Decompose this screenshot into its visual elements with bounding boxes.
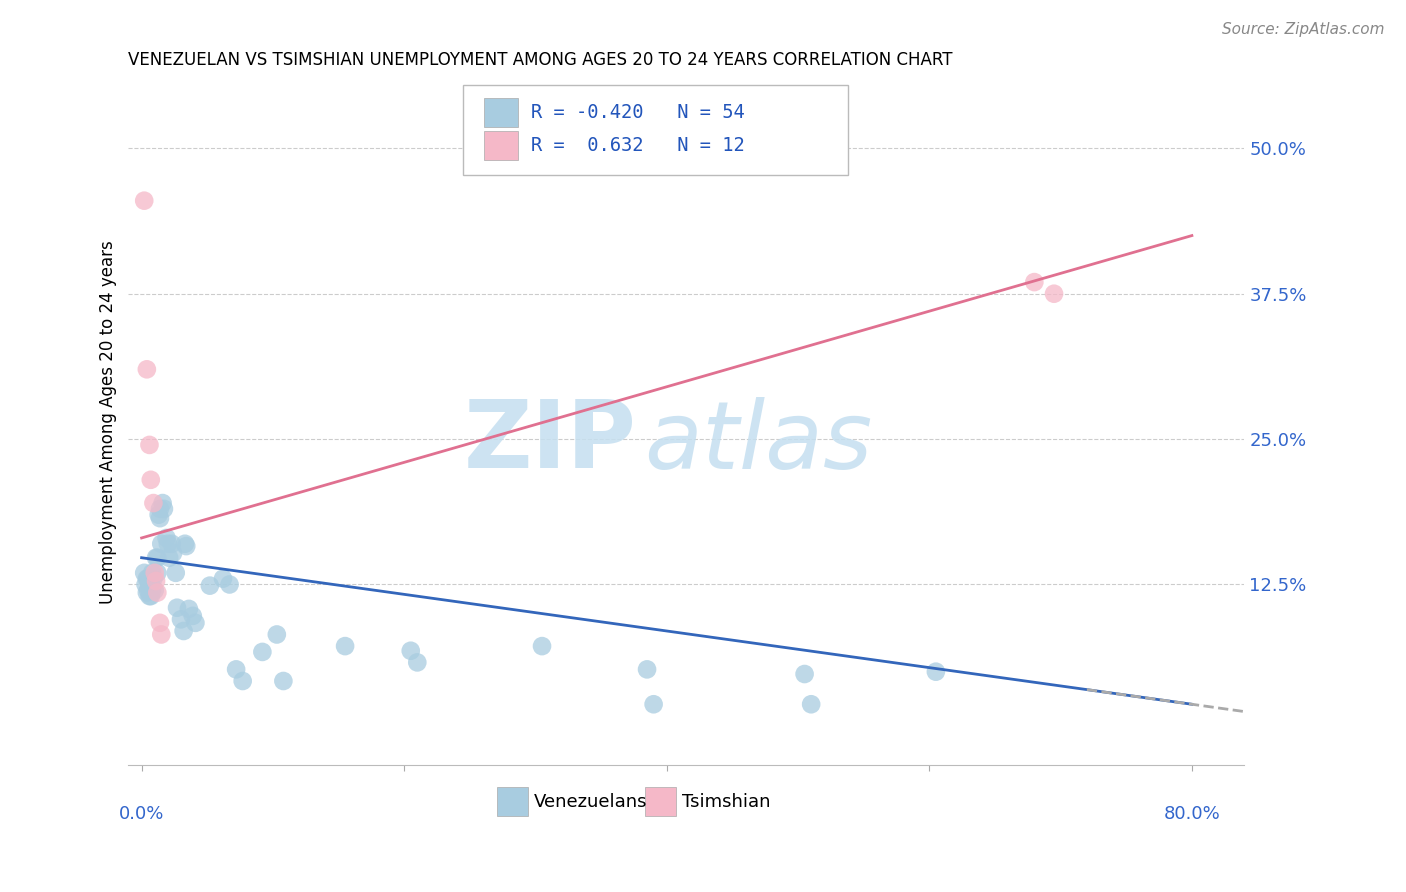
Point <box>643 698 665 712</box>
Point <box>800 698 823 712</box>
Point <box>153 501 176 516</box>
Point <box>1024 275 1046 289</box>
Point <box>174 539 197 553</box>
Point <box>141 583 163 598</box>
Point <box>212 572 235 586</box>
Point <box>139 577 162 591</box>
Point <box>160 537 183 551</box>
Point <box>135 362 157 376</box>
Point <box>225 662 247 676</box>
Point <box>142 496 165 510</box>
Point <box>149 501 172 516</box>
Point <box>138 577 160 591</box>
Point <box>156 537 179 551</box>
Point <box>266 627 288 641</box>
Text: atlas: atlas <box>644 397 872 488</box>
Point <box>531 639 554 653</box>
Point <box>136 583 159 598</box>
Point <box>146 585 169 599</box>
Point <box>273 673 295 688</box>
Point <box>143 566 166 580</box>
Point <box>149 615 172 630</box>
Text: R = -0.420   N = 54: R = -0.420 N = 54 <box>531 103 745 122</box>
Text: Tsimshian: Tsimshian <box>682 793 770 811</box>
Point <box>142 572 165 586</box>
Point <box>135 585 157 599</box>
FancyBboxPatch shape <box>485 131 517 161</box>
Point <box>925 665 948 679</box>
Point <box>162 546 184 560</box>
Point <box>184 615 207 630</box>
Point <box>150 627 173 641</box>
Point <box>165 566 187 580</box>
Text: ZIP: ZIP <box>464 396 637 488</box>
Point <box>174 537 197 551</box>
Text: 80.0%: 80.0% <box>1164 805 1220 823</box>
Point <box>198 579 221 593</box>
Point <box>173 624 195 638</box>
Point <box>149 511 172 525</box>
Point <box>399 644 422 658</box>
Point <box>134 566 156 580</box>
Point <box>636 662 658 676</box>
Point <box>146 566 169 580</box>
FancyBboxPatch shape <box>645 788 676 816</box>
FancyBboxPatch shape <box>485 98 517 128</box>
Text: Source: ZipAtlas.com: Source: ZipAtlas.com <box>1222 22 1385 37</box>
FancyBboxPatch shape <box>463 86 848 175</box>
Point <box>793 667 815 681</box>
Y-axis label: Unemployment Among Ages 20 to 24 years: Unemployment Among Ages 20 to 24 years <box>100 240 117 604</box>
Point <box>166 600 188 615</box>
Point <box>143 583 166 598</box>
Point <box>406 656 429 670</box>
Point <box>1043 286 1066 301</box>
FancyBboxPatch shape <box>496 788 529 816</box>
Text: Venezuelans: Venezuelans <box>533 793 647 811</box>
Point <box>155 531 177 545</box>
Point <box>170 612 193 626</box>
Point <box>157 550 180 565</box>
Text: VENEZUELAN VS TSIMSHIAN UNEMPLOYMENT AMONG AGES 20 TO 24 YEARS CORRELATION CHART: VENEZUELAN VS TSIMSHIAN UNEMPLOYMENT AMO… <box>128 51 953 69</box>
Point <box>177 602 200 616</box>
Text: 0.0%: 0.0% <box>120 805 165 823</box>
Point <box>232 673 254 688</box>
Point <box>148 508 170 522</box>
Point <box>139 589 162 603</box>
Point <box>145 550 167 565</box>
Point <box>150 537 173 551</box>
Point <box>218 577 240 591</box>
Point <box>135 577 157 591</box>
Point <box>333 639 356 653</box>
Point <box>136 572 159 586</box>
Point <box>141 566 163 580</box>
Point <box>152 496 174 510</box>
Point <box>135 572 157 586</box>
Point <box>134 194 156 208</box>
Text: R =  0.632   N = 12: R = 0.632 N = 12 <box>531 136 745 155</box>
Point <box>146 550 169 565</box>
Point <box>252 645 274 659</box>
Point <box>138 589 160 603</box>
Point <box>181 608 204 623</box>
Point <box>139 473 162 487</box>
Point <box>138 438 160 452</box>
Point <box>145 574 167 588</box>
